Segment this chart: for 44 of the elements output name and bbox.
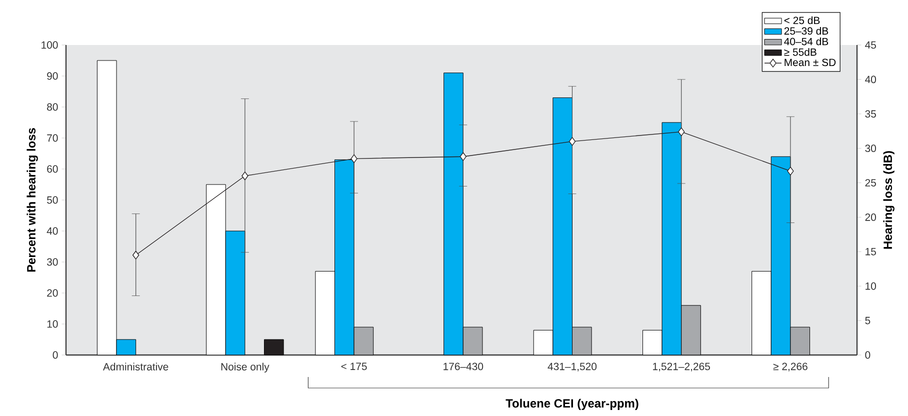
y2-tick-label: 15	[866, 248, 876, 256]
y2-tick-label: 20	[865, 214, 876, 221]
point	[242, 172, 248, 180]
y2-tick-label: 5	[865, 316, 870, 324]
y-tick-label: 50	[47, 196, 58, 204]
x-tick-label: ≥ 2,266	[773, 362, 808, 372]
y-tick-label: 10	[47, 320, 58, 328]
y-tick-label: 20	[47, 289, 58, 297]
y2-tick-label: 0	[865, 351, 870, 359]
x-tick-label: < 175	[341, 362, 367, 370]
x-tick-label: 1,521–2,265	[653, 362, 710, 372]
legend-label: 40–54 dB	[784, 38, 828, 46]
x-tick-label: Administrative	[102, 362, 168, 370]
y2-tick-label: 10	[866, 282, 876, 290]
legend-label: 25–39 dB	[784, 26, 828, 35]
point	[678, 127, 685, 136]
y-tick-label: 100	[42, 41, 58, 49]
point	[787, 166, 794, 176]
y2-tick-label: 40	[865, 76, 876, 84]
legend-label: Mean ± SD	[784, 58, 836, 66]
point	[568, 137, 576, 146]
y-tick-label: 80	[47, 103, 58, 111]
x-tick-label: 431–1,520	[548, 362, 597, 372]
y-tick-label: 60	[47, 165, 58, 173]
y-tick-label: 30	[46, 258, 58, 266]
y-tick-label: 90	[47, 72, 58, 80]
y2-axis-title: Hearing loss (dB)	[883, 151, 894, 249]
x-tick-label: 176–430	[444, 362, 484, 370]
legend-label: ≥ 55dB	[784, 48, 816, 56]
point	[132, 250, 140, 260]
y2-tick-label: 25	[865, 179, 876, 186]
bar	[264, 339, 284, 356]
y2-tick-label: 35	[865, 110, 876, 118]
y-axis-title: Percent with hearing loss	[26, 128, 38, 272]
point	[350, 154, 358, 163]
x-tick-label: Noise only	[221, 362, 270, 373]
y2-tick-label: 30	[865, 144, 876, 152]
x-axis-title: Toluene CEI (year-ppm)	[506, 398, 638, 410]
y2-tick-label: 45	[865, 41, 876, 49]
y-tick-label: 0	[52, 351, 58, 359]
point	[460, 152, 466, 161]
y-tick-label: 70	[47, 134, 58, 142]
legend-label: < 25 dB	[784, 16, 820, 24]
y-tick-label: 40	[46, 227, 58, 235]
